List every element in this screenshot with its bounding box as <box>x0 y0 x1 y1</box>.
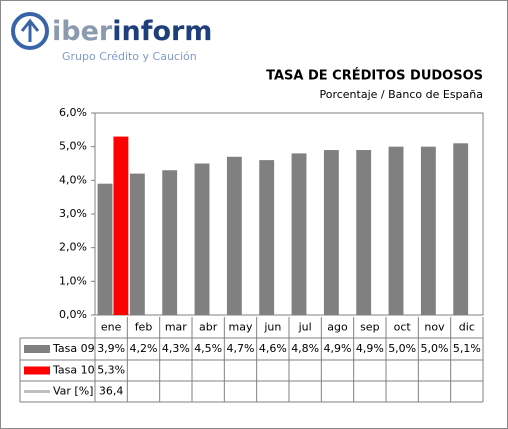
bar <box>226 156 242 315</box>
x-tick-label: dic <box>459 321 475 334</box>
x-tick-label: abr <box>199 321 218 334</box>
x-tick-label: ago <box>327 321 348 334</box>
legend-swatch <box>24 366 50 375</box>
legend-label: Tasa 10 <box>52 364 95 377</box>
bar <box>291 153 307 315</box>
bar <box>388 146 404 315</box>
bar <box>420 146 436 315</box>
table-value: 4,9% <box>324 342 352 355</box>
x-tick-label: oct <box>394 321 412 334</box>
table-value: 4,2% <box>130 342 158 355</box>
table-value: 4,3% <box>162 342 190 355</box>
x-tick-label: may <box>229 321 253 334</box>
chart-subtitle: Porcentaje / Banco de España <box>319 88 483 101</box>
x-tick-label: mar <box>165 321 187 334</box>
table-value: 36,4 <box>99 385 124 398</box>
tagline: Grupo Crédito y Caución <box>62 50 197 63</box>
table-value: 5,3% <box>97 364 125 377</box>
bar <box>129 173 145 315</box>
bar <box>162 170 178 315</box>
x-tick-label: jun <box>263 321 281 334</box>
table-value: 3,9% <box>97 342 125 355</box>
x-tick-label: jul <box>298 321 312 334</box>
bar <box>323 150 339 315</box>
legend-label: Var [%] <box>53 385 93 398</box>
y-tick-label: 4,0% <box>59 173 87 186</box>
logo-icon <box>11 12 49 50</box>
brand-suffix: inform <box>112 16 212 47</box>
bar <box>453 143 469 315</box>
bar <box>113 136 129 315</box>
y-tick-label: 0,0% <box>59 308 87 321</box>
table-value: 5,1% <box>453 342 481 355</box>
brand-prefix: iber <box>52 16 113 47</box>
legend-swatch <box>24 345 50 353</box>
chart-title: TASA DE CRÉDITOS DUDOSOS <box>266 68 483 84</box>
table-value: 4,8% <box>291 342 319 355</box>
table-value: 4,5% <box>194 342 222 355</box>
y-tick-label: 3,0% <box>59 207 87 220</box>
table-value: 5,0% <box>421 342 449 355</box>
legend-label: Tasa 09 <box>52 342 95 355</box>
bar <box>356 150 372 315</box>
bar <box>97 183 113 315</box>
y-tick-label: 2,0% <box>59 241 87 254</box>
table-value: 4,7% <box>227 342 255 355</box>
x-tick-label: nov <box>424 321 445 334</box>
y-tick-label: 5,0% <box>59 140 87 153</box>
x-tick-label: ene <box>101 321 122 334</box>
y-tick-label: 6,0% <box>59 106 87 119</box>
x-tick-label: sep <box>360 321 379 334</box>
brand: iberinform <box>52 16 212 47</box>
table-value: 5,0% <box>388 342 416 355</box>
y-tick-label: 1,0% <box>59 274 87 287</box>
bar <box>259 160 275 315</box>
bar <box>194 163 210 315</box>
x-tick-label: feb <box>135 321 153 334</box>
table-value: 4,6% <box>259 342 287 355</box>
table-value: 4,9% <box>356 342 384 355</box>
